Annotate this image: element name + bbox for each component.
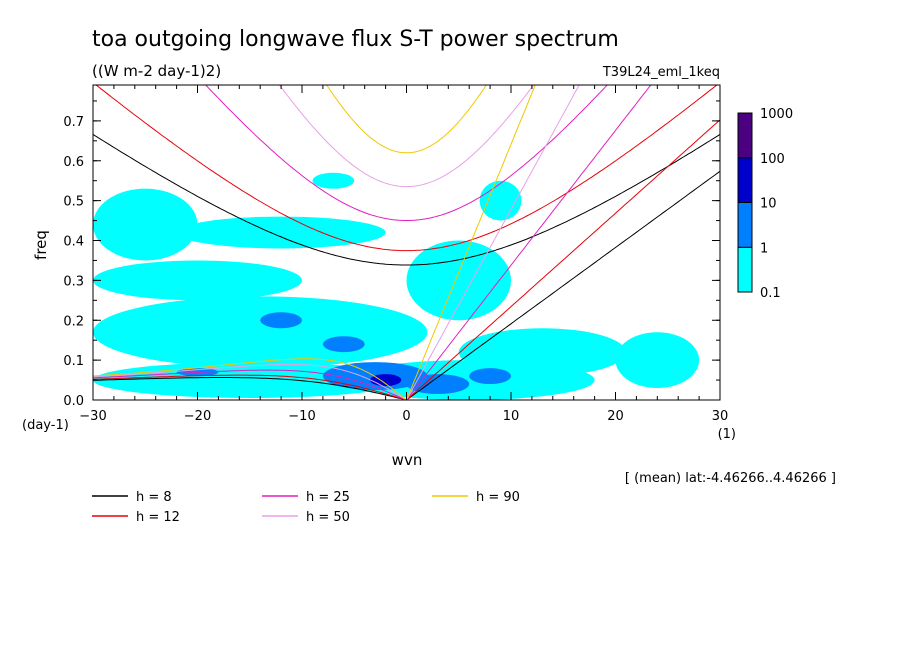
y-tick-label: 0.7 (63, 115, 84, 130)
power-region-6 (458, 328, 626, 377)
kelvin-curve-h90 (406, 85, 536, 400)
rossby-curve-h50 (93, 363, 407, 400)
y-tick-label: 0.2 (63, 314, 84, 329)
colorbar-swatch (737, 202, 753, 248)
x-tick-label: 10 (503, 409, 520, 424)
colorbar-swatch (737, 246, 753, 293)
colorbar-swatch (737, 157, 753, 203)
power-region-8 (406, 240, 511, 321)
power-region-7 (615, 332, 700, 389)
x-tick-label: 0 (402, 409, 410, 424)
legend-label-h50: h = 50 (306, 510, 350, 525)
power-region-2 (93, 260, 302, 301)
legend-label-h12: h = 12 (136, 510, 180, 525)
x-tick-label: 20 (607, 409, 624, 424)
kelvin-curve-h8 (406, 170, 720, 400)
run-label: T39L24_eml_1keq (602, 65, 720, 80)
y-tick-label: 0.1 (63, 354, 84, 369)
y-tick-label: 0.5 (63, 195, 84, 210)
rossby-curve-h25 (93, 369, 407, 400)
x-tick-label: −30 (79, 409, 106, 424)
x-tick-label: −20 (184, 409, 211, 424)
gravity-curve-h12 (95, 85, 718, 252)
dispersion-curves (93, 85, 720, 400)
colorbar-swatch (737, 112, 753, 159)
kelvin-curve-h25 (406, 85, 652, 400)
power-region-13 (260, 312, 302, 329)
colorbar-label: 100 (760, 152, 785, 167)
y-tick-label: 0.0 (63, 394, 84, 409)
y-axis-label: freq (32, 230, 50, 260)
power-region-14 (322, 336, 365, 353)
y-tick-label: 0.3 (63, 274, 84, 289)
colorbar-label: 0.1 (760, 286, 781, 301)
kelvin-curve-h12 (406, 119, 720, 400)
gravity-curve-h90 (326, 85, 487, 154)
power-region-4 (176, 216, 386, 249)
power-region-3 (93, 188, 198, 261)
power-region-10 (312, 172, 355, 189)
x-tick-label: −10 (288, 409, 315, 424)
legend-label-h25: h = 25 (306, 490, 350, 505)
power-region-9 (479, 180, 522, 221)
power-region-1 (93, 296, 428, 369)
rossby-curve-h90 (93, 358, 407, 400)
power-region-15 (469, 368, 511, 385)
colorbar-label: 1000 (760, 107, 793, 122)
x-axis-label: wvn (392, 451, 423, 469)
axis-ticks: −30 −20 −10 0 10 20 30 0.0 0.1 0.2 0.3 0.4 0.5 0.6 0.7 (63, 85, 728, 424)
gravity-curve-h8 (93, 133, 720, 266)
power-regions (93, 172, 700, 400)
chart-title: toa outgoing longwave flux S-T power spe… (92, 27, 619, 52)
colorbar-label: 1 (760, 241, 768, 256)
colorbar-label: 10 (760, 197, 777, 212)
gravity-curve-h25 (205, 85, 608, 221)
x-tick-label: 30 (712, 409, 729, 424)
y-units-label: (day-1) (22, 418, 69, 433)
y-tick-label: 0.6 (63, 155, 84, 170)
colorbar: 0.1 1 10 100 1000 (737, 107, 793, 301)
y-tick-label: 0.4 (63, 235, 84, 250)
x-units-label: (1) (718, 427, 736, 442)
legend-label-h90: h = 90 (476, 490, 520, 505)
legend-label-h8: h = 8 (136, 490, 172, 505)
gravity-curve-h50 (278, 85, 535, 188)
legend: h = 8 h = 12 h = 25 h = 50 h = 90 (92, 490, 520, 525)
chart-units: ((W m-2 day-1)2) (92, 62, 221, 80)
kelvin-curve-h50 (406, 85, 580, 400)
rossby-curve-h12 (93, 374, 407, 400)
footer-note: [ (mean) lat:-4.46266..4.46266 ] (625, 471, 836, 486)
rossby-curve-h8 (93, 377, 407, 400)
